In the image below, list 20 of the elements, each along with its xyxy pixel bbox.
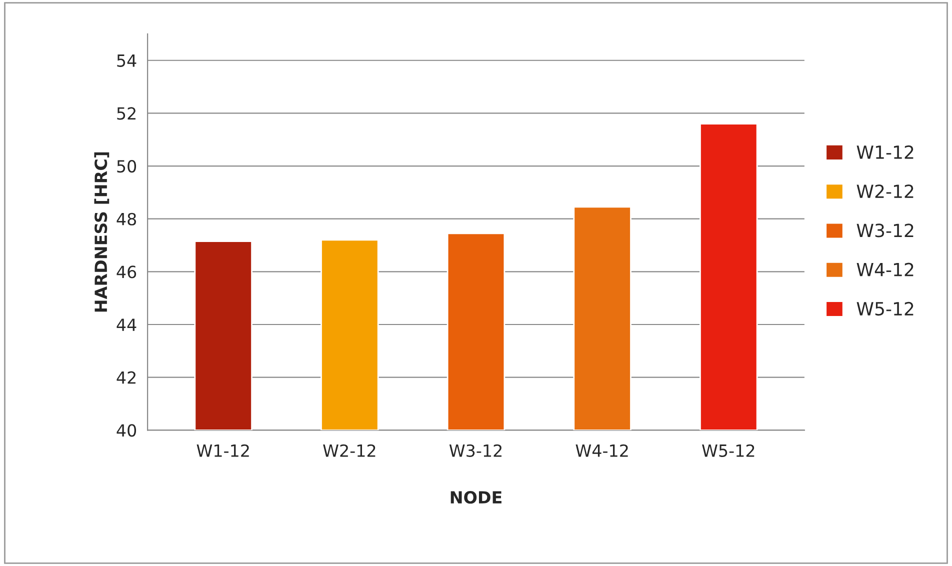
y-tick-label: 48 (116, 212, 136, 226)
x-tick-label: W4-12 (576, 444, 628, 457)
legend-label: W3-12 (856, 224, 914, 238)
x-tick-label: W5-12 (702, 444, 754, 457)
y-tick-label: 50 (117, 160, 136, 173)
y-tick-label: 46 (116, 266, 136, 278)
legend-label: W4-12 (856, 262, 914, 276)
legend-label: W2-12 (856, 184, 914, 198)
legend-label: W5-12 (856, 302, 914, 316)
x-tick-label: W3-12 (449, 444, 502, 457)
y-tick-label: 44 (116, 318, 136, 331)
y-tick-label: 42 (116, 371, 136, 384)
x-axis-title: NODE (450, 491, 502, 504)
y-tick-label: 40 (116, 424, 136, 437)
legend-label: W1-12 (856, 145, 914, 159)
y-tick-label: 52 (117, 107, 136, 120)
x-tick-label: W2-12 (323, 444, 376, 457)
y-axis-title: HARDNESS [HRC] (94, 152, 110, 312)
x-tick-label: W1-12 (196, 444, 249, 457)
y-tick-label: 54 (117, 54, 136, 67)
